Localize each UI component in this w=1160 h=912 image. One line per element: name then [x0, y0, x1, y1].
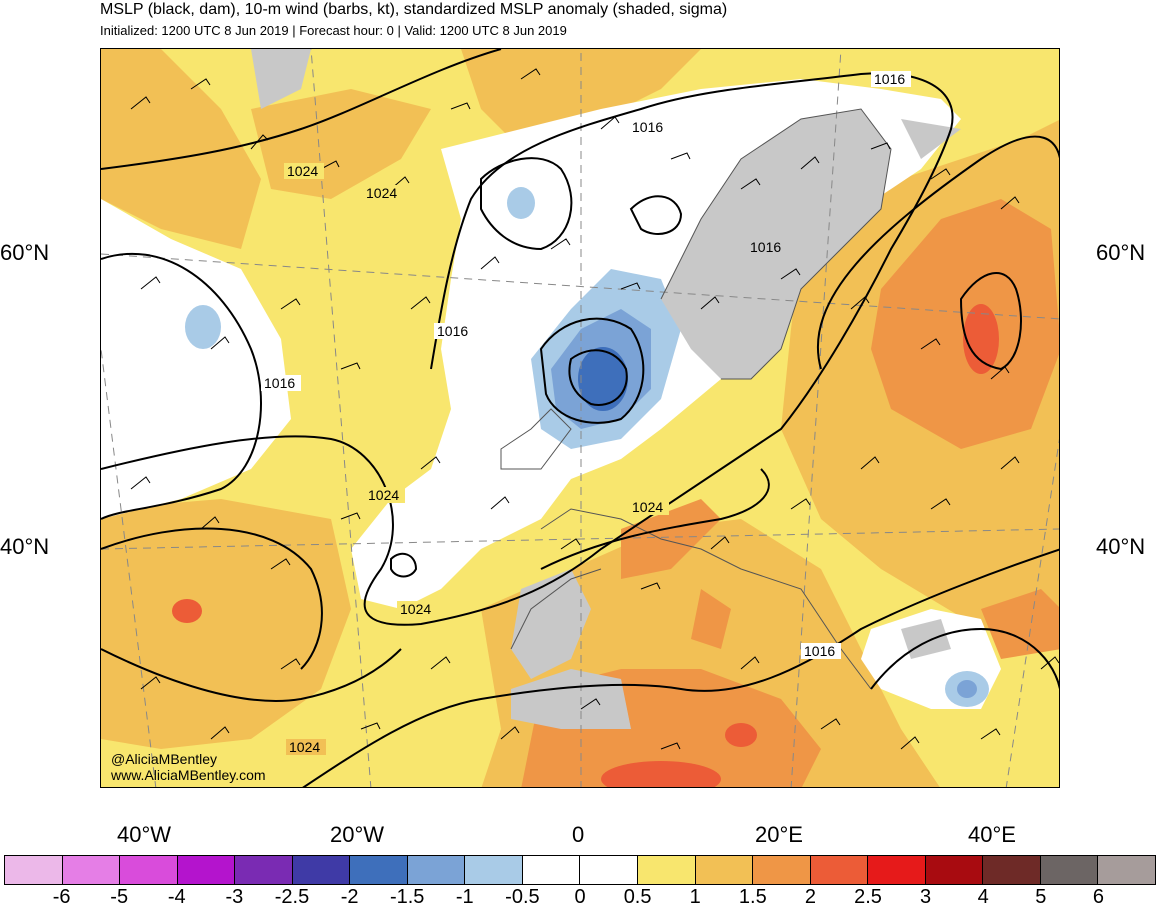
colorbar-box — [5, 856, 63, 884]
lon-label-20w: 20°W — [330, 822, 385, 847]
contour-label: 1024 — [368, 487, 399, 503]
colorbar-label: 6 — [1092, 886, 1104, 908]
colorbar-label: 2 — [804, 886, 816, 908]
colorbar-box — [522, 856, 581, 884]
colorbar-box — [868, 856, 926, 884]
colorbar-label: 3 — [920, 886, 932, 908]
colorbar-label: -5 — [110, 886, 129, 908]
lon-label-20e: 20°E — [755, 822, 803, 847]
colorbar-label: 5 — [1035, 886, 1047, 908]
credit-website: www.AliciaMBentley.com — [111, 767, 266, 783]
colorbar-label: -2.5 — [274, 886, 310, 908]
lon-label-40w: 40°W — [117, 822, 172, 847]
lon-label-0: 0 — [572, 822, 585, 847]
contour-label: 1024 — [400, 601, 431, 617]
colorbar-label: -2 — [340, 886, 359, 908]
contour-label: 1024 — [366, 185, 397, 201]
chart-title: MSLP (black, dam), 10-m wind (barbs, kt)… — [100, 1, 728, 18]
colorbar-label: 1.5 — [738, 886, 767, 908]
colorbar-box — [62, 856, 121, 884]
colorbar-box — [580, 856, 639, 884]
colorbar-box — [235, 856, 293, 884]
lat-label-40n-right: 40°N — [1096, 534, 1146, 559]
contour-label: 1024 — [632, 499, 663, 515]
contour-label: 1016 — [874, 71, 905, 87]
contour-label: 1016 — [632, 119, 663, 135]
lat-label-60n-right: 60°N — [1096, 240, 1146, 265]
colorbar — [4, 855, 1156, 885]
colorbar-label: -3 — [225, 886, 244, 908]
map-svg: 1016 1024 1024 1016 1016 1016 1024 1024 … — [101, 49, 1059, 787]
contour-label: 1016 — [437, 323, 468, 339]
contour-label: 1016 — [750, 239, 781, 255]
colorbar-label: 1 — [689, 886, 701, 908]
colorbar-box — [120, 856, 178, 884]
mslp-contours — [101, 49, 1059, 787]
colorbar-box — [1098, 856, 1155, 884]
lat-label-40n-left: 40°N — [0, 534, 50, 559]
credit-handle: @AliciaMBentley — [111, 751, 218, 767]
colorbar-label: 0.5 — [623, 886, 652, 908]
colorbar-label: -6 — [52, 886, 71, 908]
contour-label: 1024 — [289, 739, 320, 755]
coastlines — [500, 108, 892, 690]
colorbar-label: 4 — [977, 886, 989, 908]
colorbar-box — [695, 856, 754, 884]
colorbar-box — [983, 856, 1041, 884]
colorbar-box — [407, 856, 466, 884]
colorbar-box — [925, 856, 984, 884]
colorbar-label: -1 — [455, 886, 474, 908]
chart-subtitle: Initialized: 1200 UTC 8 Jun 2019 | Forec… — [100, 23, 567, 38]
colorbar-label: 0 — [574, 886, 586, 908]
colorbar-box — [465, 856, 523, 884]
colorbar-box — [638, 856, 696, 884]
colorbar-label: -0.5 — [505, 886, 540, 908]
colorbar-box — [177, 856, 236, 884]
colorbar-label: -1.5 — [389, 886, 425, 908]
lat-label-60n-left: 60°N — [0, 240, 50, 265]
anomaly-positive-2 — [172, 304, 999, 787]
contour-labels: 1016 1024 1024 1016 1016 1016 1024 1024 … — [261, 71, 911, 755]
wind-barbs — [130, 68, 1059, 750]
colorbar-box — [292, 856, 351, 884]
contour-label: 1016 — [264, 375, 295, 391]
colorbar-box — [753, 856, 811, 884]
colorbar-label: 2.5 — [854, 886, 882, 908]
map-panel: 1016 1024 1024 1016 1016 1016 1024 1024 … — [100, 48, 1060, 788]
anomaly-negative — [185, 187, 989, 707]
lon-label-40e: 40°E — [968, 822, 1016, 847]
colorbar-label: -4 — [167, 886, 186, 908]
contour-label: 1024 — [287, 163, 318, 179]
colorbar-box — [810, 856, 869, 884]
contour-label: 1016 — [804, 643, 835, 659]
colorbar-box — [350, 856, 408, 884]
colorbar-box — [1040, 856, 1099, 884]
